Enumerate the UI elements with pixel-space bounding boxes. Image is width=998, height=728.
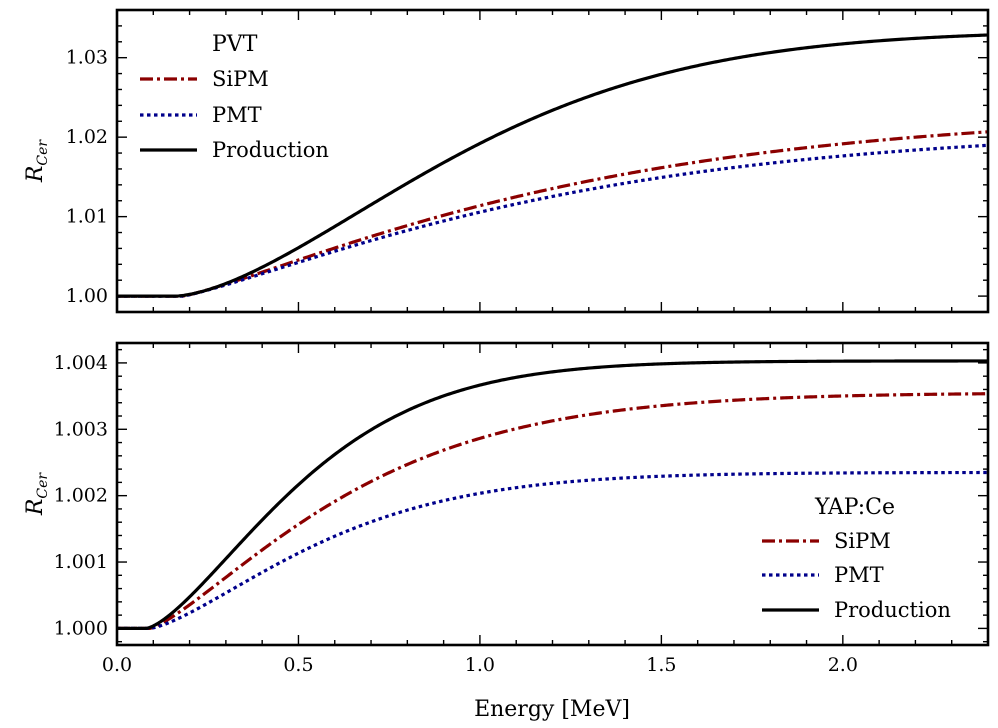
bottom-x-tick-label: 1.5 [646,654,676,676]
bottom-series-sipm [117,392,989,631]
top-legend-production-label: Production [212,138,329,162]
top-y-axis-label-sub: Cer [35,139,51,166]
bottom-series-production [117,359,988,631]
top-series-layer [117,33,989,298]
top-series-pmt [117,143,989,298]
bottom-y-tick-label: 1.000 [54,617,108,639]
bottom-x-tick-label: 2.0 [828,654,858,676]
top-legend-title: PVT [212,32,258,57]
top-legend-pmt-label: PMT [212,103,262,127]
top-y-tick-label: 1.03 [66,47,108,69]
bottom-series-pmt [117,470,989,631]
bottom-legend-pmt-label: PMT [834,563,884,587]
bottom-panel: 0.0 0.5 1.0 1.5 2.0 1.000 1.001 1.002 1.003 1.004… [23,341,990,676]
top-y-axis-label-base: R [23,166,48,184]
top-y-tick-label: 1.00 [66,285,108,307]
bottom-y-tick-label: 1.002 [54,485,108,507]
bottom-x-tick-label: 1.0 [465,654,495,676]
top-y-tick-label: 1.02 [66,126,108,148]
top-legend-sipm-label: SiPM [212,67,269,91]
bottom-x-tick-label: 0.5 [283,654,313,676]
bottom-legend-sipm-label: SiPM [834,529,891,553]
top-panel: 1.00 1.01 1.02 1.03 RCer PVT SiPM PMT Produ… [23,8,990,314]
bottom-tick-layer: 0.0 0.5 1.0 1.5 2.0 1.000 1.001 1.002 1.003 1.004 [54,343,989,676]
top-legend: PVT SiPM PMT Production [140,32,329,162]
top-y-axis-label: RCer [23,139,51,184]
top-series-production [117,33,989,298]
top-y-tick-label: 1.01 [66,206,108,228]
bottom-legend-production-label: Production [834,598,951,622]
bottom-series-layer [117,359,989,631]
bottom-y-tick-label: 1.003 [54,418,108,440]
bottom-y-axis-label-base: R [23,499,48,517]
bottom-y-tick-label: 1.001 [54,551,108,573]
x-axis-label: Energy [MeV] [474,697,630,722]
bottom-legend: YAP:Ce SiPM PMT Production [762,495,951,622]
top-tick-layer: 1.00 1.01 1.02 1.03 [66,9,989,313]
bottom-y-axis-label-sub: Cer [35,472,51,499]
bottom-y-tick-label: 1.004 [54,352,108,374]
bottom-y-axis-label: RCer [23,472,51,517]
bottom-x-tick-label: 0.0 [102,654,132,676]
bottom-legend-title: YAP:Ce [814,495,895,520]
